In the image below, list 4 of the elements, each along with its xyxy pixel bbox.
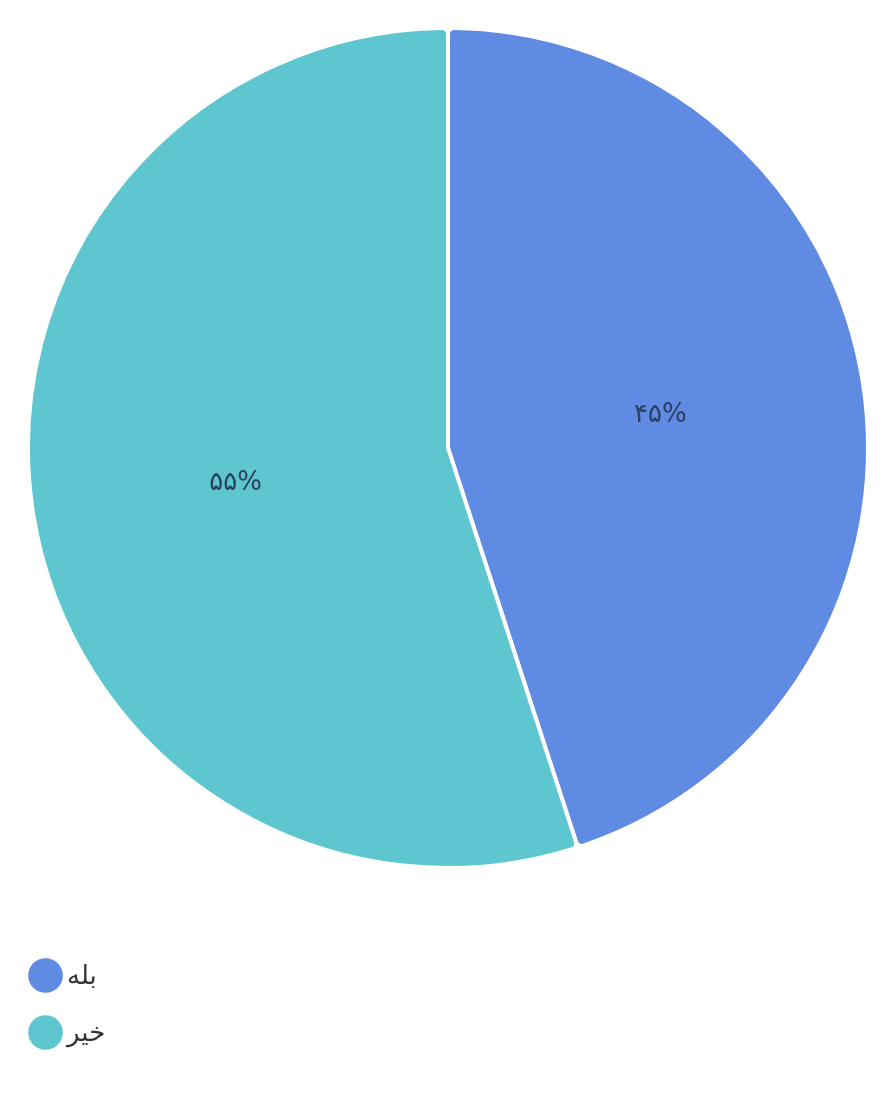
- data-label: ۵۵%: [209, 465, 262, 496]
- legend-label: خیر: [65, 1016, 106, 1048]
- data-label: ۴۵%: [634, 398, 687, 429]
- legend-label: بله: [67, 959, 97, 990]
